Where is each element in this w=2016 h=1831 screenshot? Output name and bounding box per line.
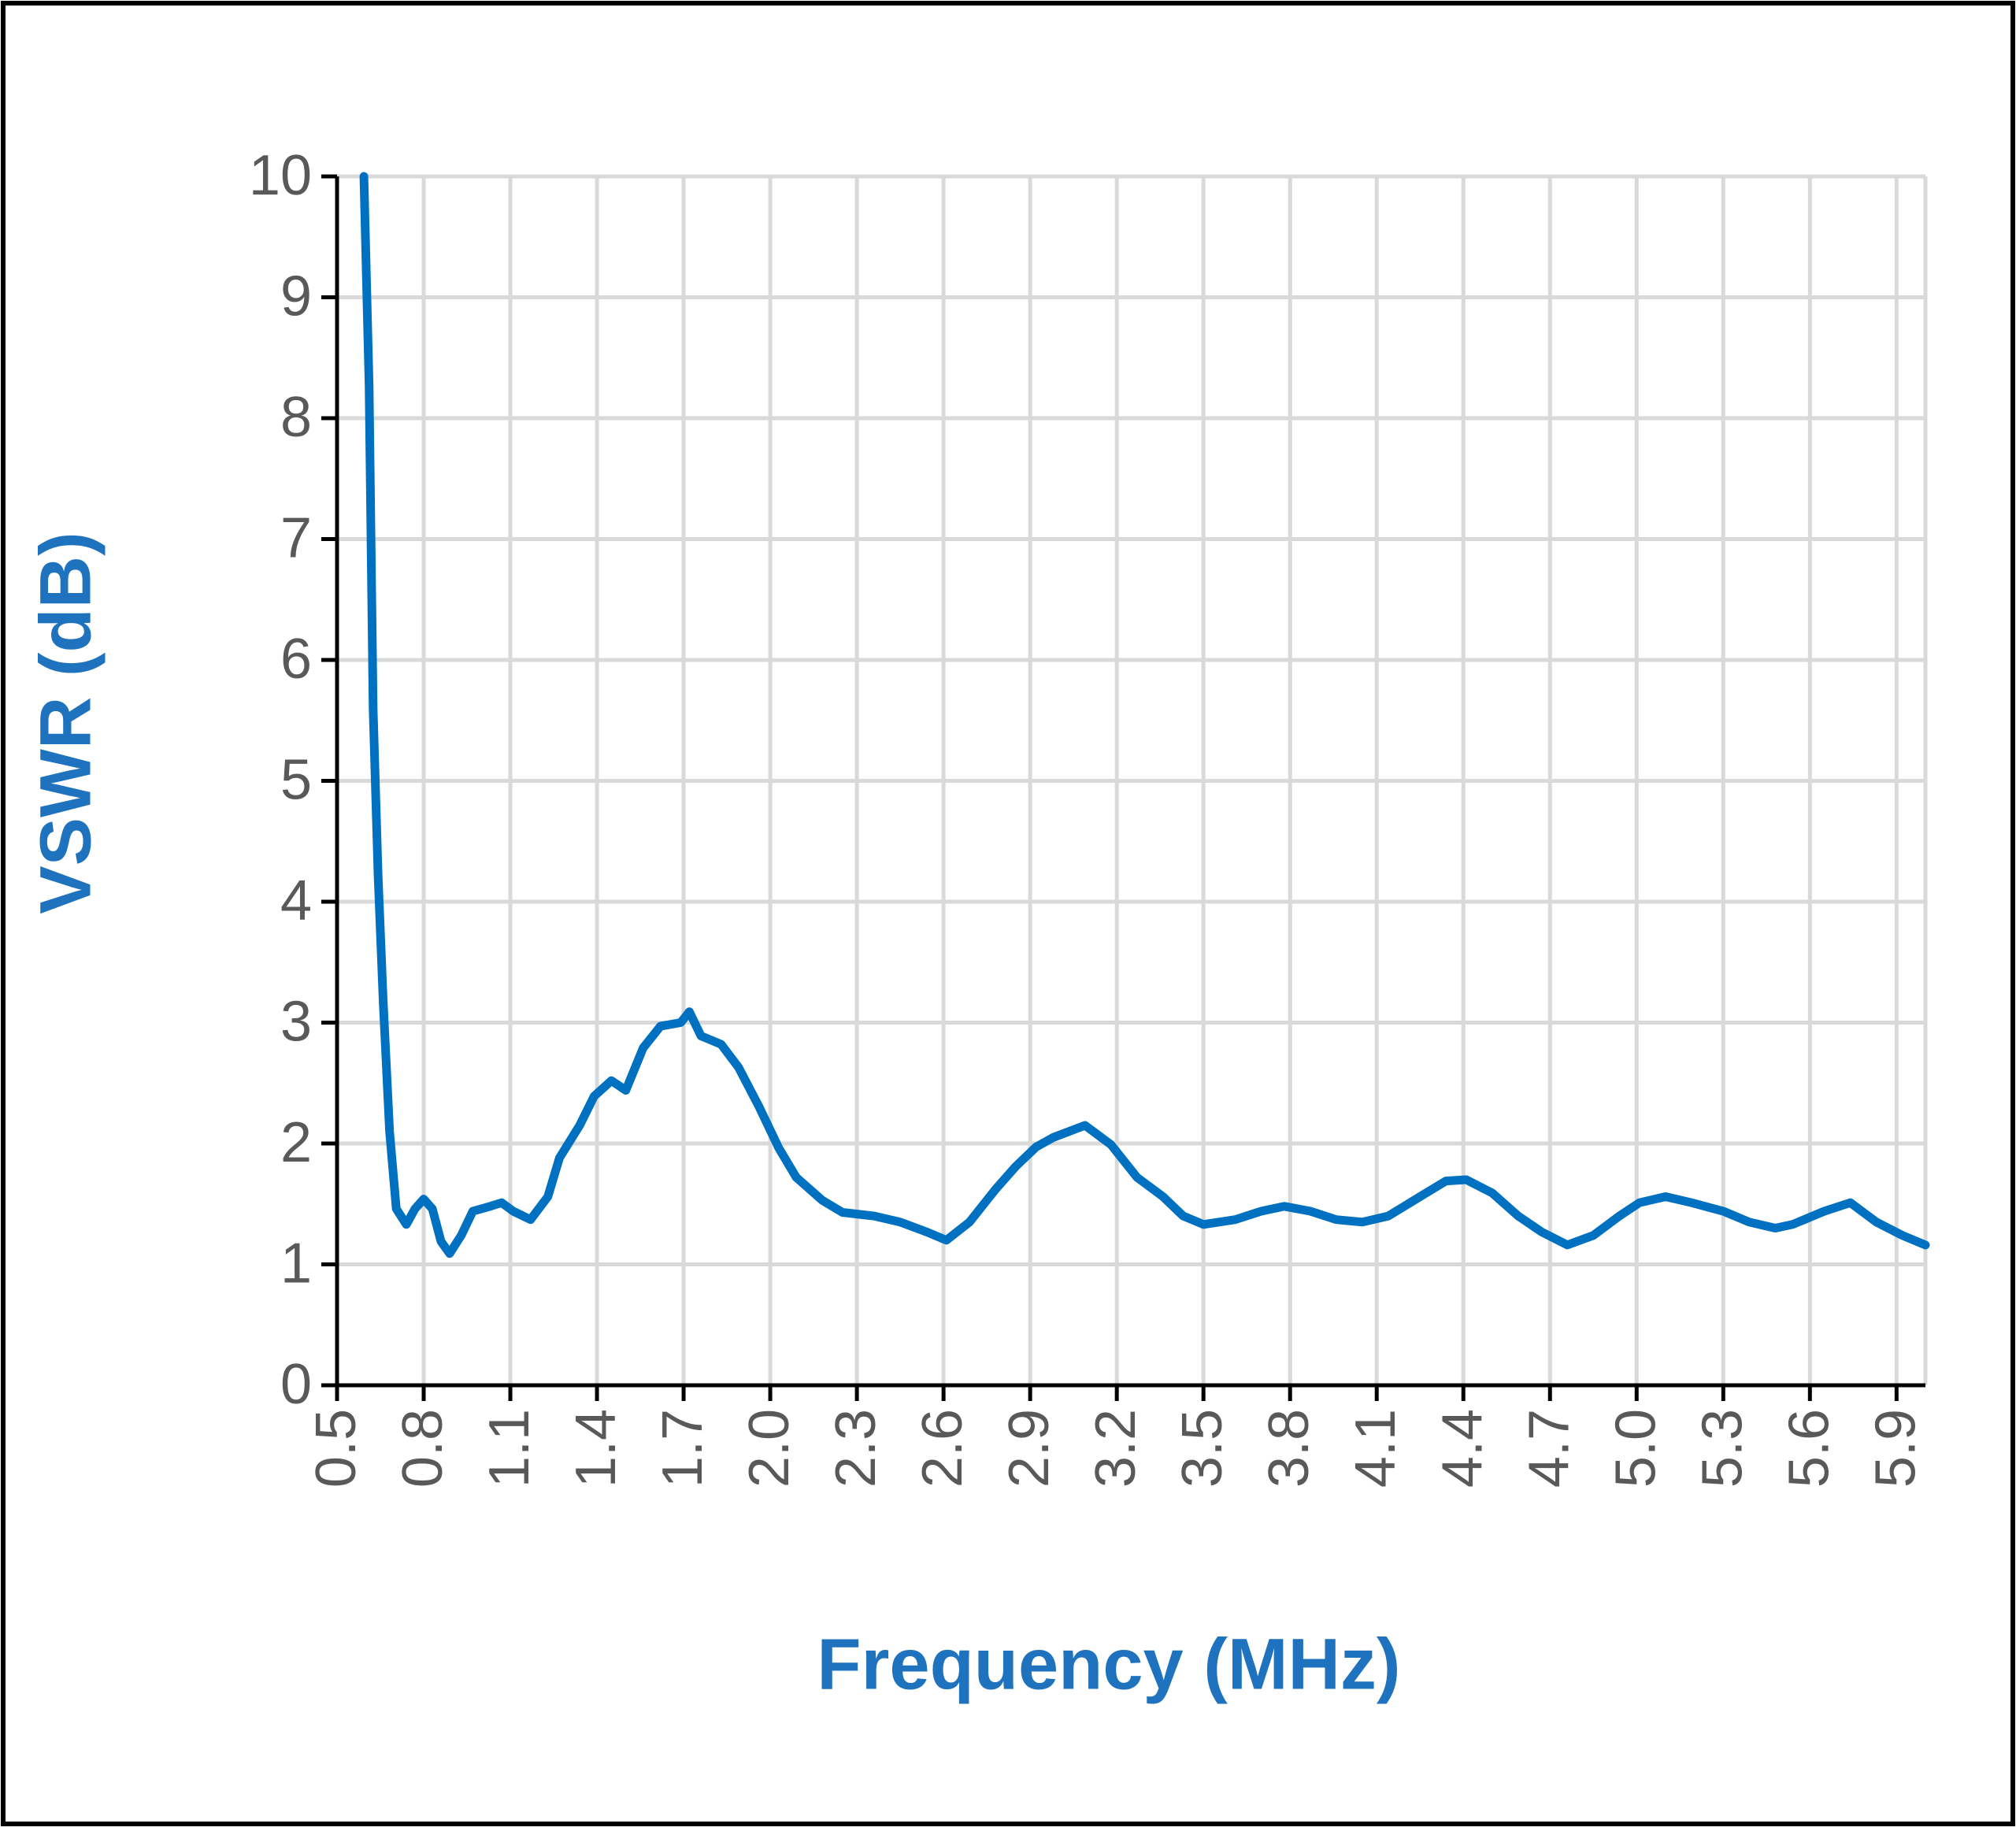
- x-tick-label: 5.9: [1864, 1409, 1927, 1488]
- x-tick-label: 3.2: [1084, 1409, 1147, 1488]
- x-tick-label: 1.4: [565, 1409, 628, 1488]
- y-tick-label: 10: [249, 144, 312, 207]
- x-tick-label: 2.6: [911, 1409, 974, 1488]
- data-line: [359, 172, 1930, 1258]
- y-tick-label: 9: [280, 265, 312, 328]
- x-tick-label: 5.6: [1777, 1409, 1840, 1488]
- x-axis-title: Frequency (MHz): [817, 1624, 1400, 1704]
- y-tick-label: 3: [280, 991, 312, 1054]
- y-tick-label: 0: [280, 1353, 312, 1416]
- x-tick-label: 3.8: [1258, 1409, 1321, 1488]
- y-tick-label: 2: [280, 1111, 312, 1174]
- y-tick-label: 5: [280, 749, 312, 812]
- x-tick-label: 5.0: [1604, 1409, 1667, 1488]
- plot: [359, 172, 1930, 1258]
- x-tick-label: 4.7: [1518, 1409, 1581, 1488]
- y-tick-label: 4: [280, 869, 312, 932]
- x-tick-label: 4.1: [1344, 1409, 1407, 1488]
- grid: 0 1 2 3 4 5 6 7 8 9 10 0.5 0.8 1.1 1.4 1.7 2.0 2.3 2.6 2.9 3…: [249, 144, 1928, 1488]
- x-tick-label: 5.3: [1691, 1409, 1754, 1488]
- x-tick-label: 2.9: [998, 1409, 1061, 1488]
- x-tick-label: 4.4: [1431, 1409, 1494, 1488]
- x-tick-label: 1.1: [478, 1409, 541, 1488]
- x-tick-label: 0.8: [391, 1409, 454, 1488]
- x-tick-label: 3.5: [1171, 1409, 1234, 1488]
- y-tick-label: 8: [280, 386, 312, 449]
- x-tick-label: 0.5: [305, 1409, 368, 1488]
- x-tick-label: 1.7: [651, 1409, 714, 1488]
- y-axis-title: VSWR (dB): [25, 532, 106, 914]
- y-tick-label: 6: [280, 628, 312, 691]
- x-tick-label: 2.3: [825, 1409, 888, 1488]
- y-tick-label: 1: [280, 1232, 312, 1295]
- y-tick-label: 7: [280, 507, 312, 570]
- x-tick-label: 2.0: [738, 1409, 801, 1488]
